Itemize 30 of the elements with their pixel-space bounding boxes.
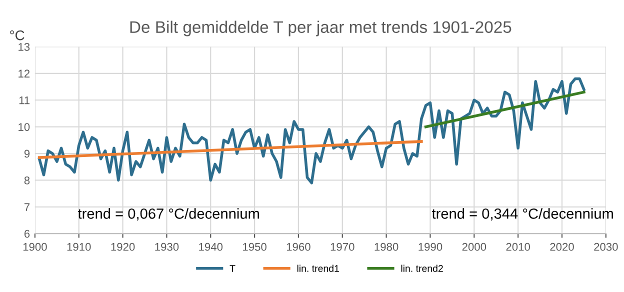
annotation: trend = 0,067 °C/decennium [78, 208, 259, 221]
y-axis-title: °C [10, 30, 24, 40]
y-tick-label: 10 [18, 123, 30, 131]
x-tick-label: 1990 [418, 242, 442, 251]
y-tick-label: 7 [24, 203, 30, 211]
x-tick-label: 1930 [155, 242, 179, 251]
x-tick-label: 1910 [67, 242, 91, 251]
x-tick-label: 1950 [243, 242, 266, 251]
x-tick-label: 2010 [506, 242, 530, 251]
x-tick-label: 1900 [23, 242, 47, 251]
legend-label: lin. trend2 [401, 264, 443, 272]
x-tick-label: 1970 [330, 242, 354, 251]
x-tick-label: 1940 [199, 242, 223, 251]
y-tick-label: 12 [18, 70, 30, 78]
annotation: trend = 0,344 °C/decennium [432, 208, 613, 221]
x-tick-label: 2000 [462, 242, 486, 251]
legend-label: lin. trend1 [297, 264, 339, 272]
x-tick-label: 2030 [594, 242, 618, 251]
x-tick-label: 1920 [111, 242, 135, 251]
x-tick-label: 2020 [550, 242, 574, 251]
x-tick-label: 1960 [286, 242, 310, 251]
line-series [38, 77, 586, 184]
y-tick-label: 9 [24, 150, 30, 158]
y-tick-label: 11 [19, 96, 30, 104]
y-tick-label: 8 [24, 176, 30, 184]
y-tick-label: 6 [24, 230, 30, 238]
chart-title: De Bilt gemiddelde T per jaar met trends 1901-2025 [130, 20, 512, 36]
y-tick-label: 13 [18, 42, 30, 51]
legend-label: T [230, 265, 236, 272]
x-tick-label: 1980 [374, 242, 398, 251]
